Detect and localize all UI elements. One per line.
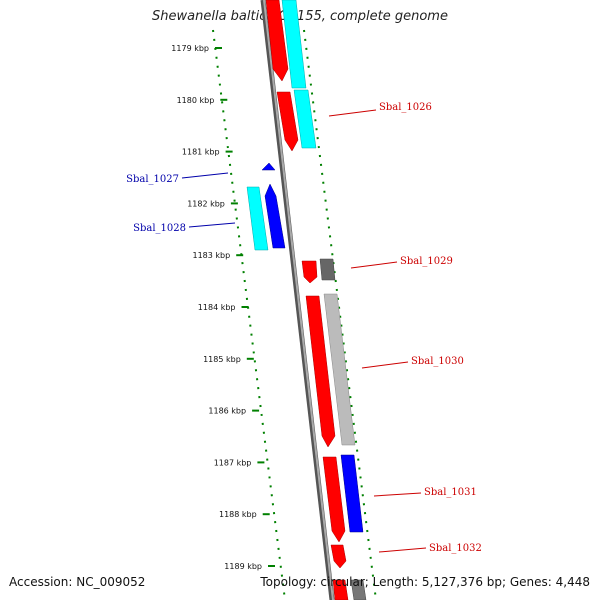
forward-gene-arrow	[301, 260, 318, 284]
forward-gene-arrow	[265, 0, 289, 82]
accession-label: Accession: NC_009052	[9, 575, 146, 589]
tick-ruler	[212, 29, 286, 600]
gene-label[interactable]: Sbal_1030	[411, 356, 464, 367]
gene-labels: Sbal_1026 Sbal_1027 Sbal_1028 Sbal_1029 …	[126, 102, 482, 554]
forward-gene-arrow	[305, 295, 336, 448]
forward-gene-shadow	[293, 89, 317, 149]
forward-gene-arrow	[330, 544, 347, 569]
label-leader	[350, 261, 398, 269]
gene-label[interactable]: Sbal_1026	[379, 102, 432, 113]
reverse-gene-arrow	[340, 454, 364, 533]
tick-label: 1181 kbp	[182, 148, 220, 157]
gene-label[interactable]: Sbal_1032	[429, 543, 482, 554]
backbone-group	[260, 0, 335, 600]
light-gray-feature	[323, 293, 356, 446]
genome-backbone-highlight	[263, 0, 334, 600]
map-title: Shewanella baltica OS155, complete genom…	[152, 9, 448, 24]
reverse-gene-arrow	[261, 162, 276, 171]
label-leader	[188, 222, 236, 228]
gene-label[interactable]: Sbal_1031	[424, 487, 477, 498]
tick-track: 1179 kbp 1180 kbp 1181 kbp 1182 kbp 1183 kbp…	[171, 29, 286, 600]
tick-label: 1180 kbp	[177, 96, 215, 105]
tick-label: 1183 kbp	[192, 251, 230, 260]
topology-label: Topology: circular; Length: 5,127,376 bp…	[260, 575, 590, 589]
forward-gene-arrow	[332, 579, 349, 600]
label-leader	[373, 492, 422, 497]
outer-ruler-line	[303, 29, 377, 600]
gene-label-lines	[181, 109, 427, 553]
forward-gene-shadow	[281, 0, 307, 89]
tick-label: 1184 kbp	[198, 303, 236, 312]
label-leader	[181, 172, 229, 179]
gray-feature	[319, 258, 336, 281]
tick-label: 1189 kbp	[224, 562, 262, 571]
tick-label: 1186 kbp	[208, 407, 246, 416]
outer-ruler	[303, 29, 377, 600]
gray-feature	[350, 579, 367, 600]
tick-label: 1185 kbp	[203, 355, 241, 364]
reverse-gene-shadow	[246, 186, 269, 251]
label-leader	[361, 361, 409, 369]
label-leader	[378, 547, 427, 553]
gene-label[interactable]: Sbal_1029	[400, 256, 453, 267]
forward-gene-arrow	[322, 456, 346, 543]
gene-features	[246, 0, 367, 600]
tick-label: 1182 kbp	[187, 199, 225, 208]
tick-label: 1188 kbp	[219, 510, 257, 519]
gene-label[interactable]: Sbal_1028	[133, 223, 186, 234]
forward-gene-arrow	[276, 91, 299, 152]
tick-label: 1179 kbp	[171, 44, 209, 53]
label-leader	[328, 109, 377, 117]
tick-label: 1187 kbp	[214, 458, 252, 467]
reverse-gene-arrow	[264, 183, 286, 249]
gene-label[interactable]: Sbal_1027	[126, 174, 179, 185]
